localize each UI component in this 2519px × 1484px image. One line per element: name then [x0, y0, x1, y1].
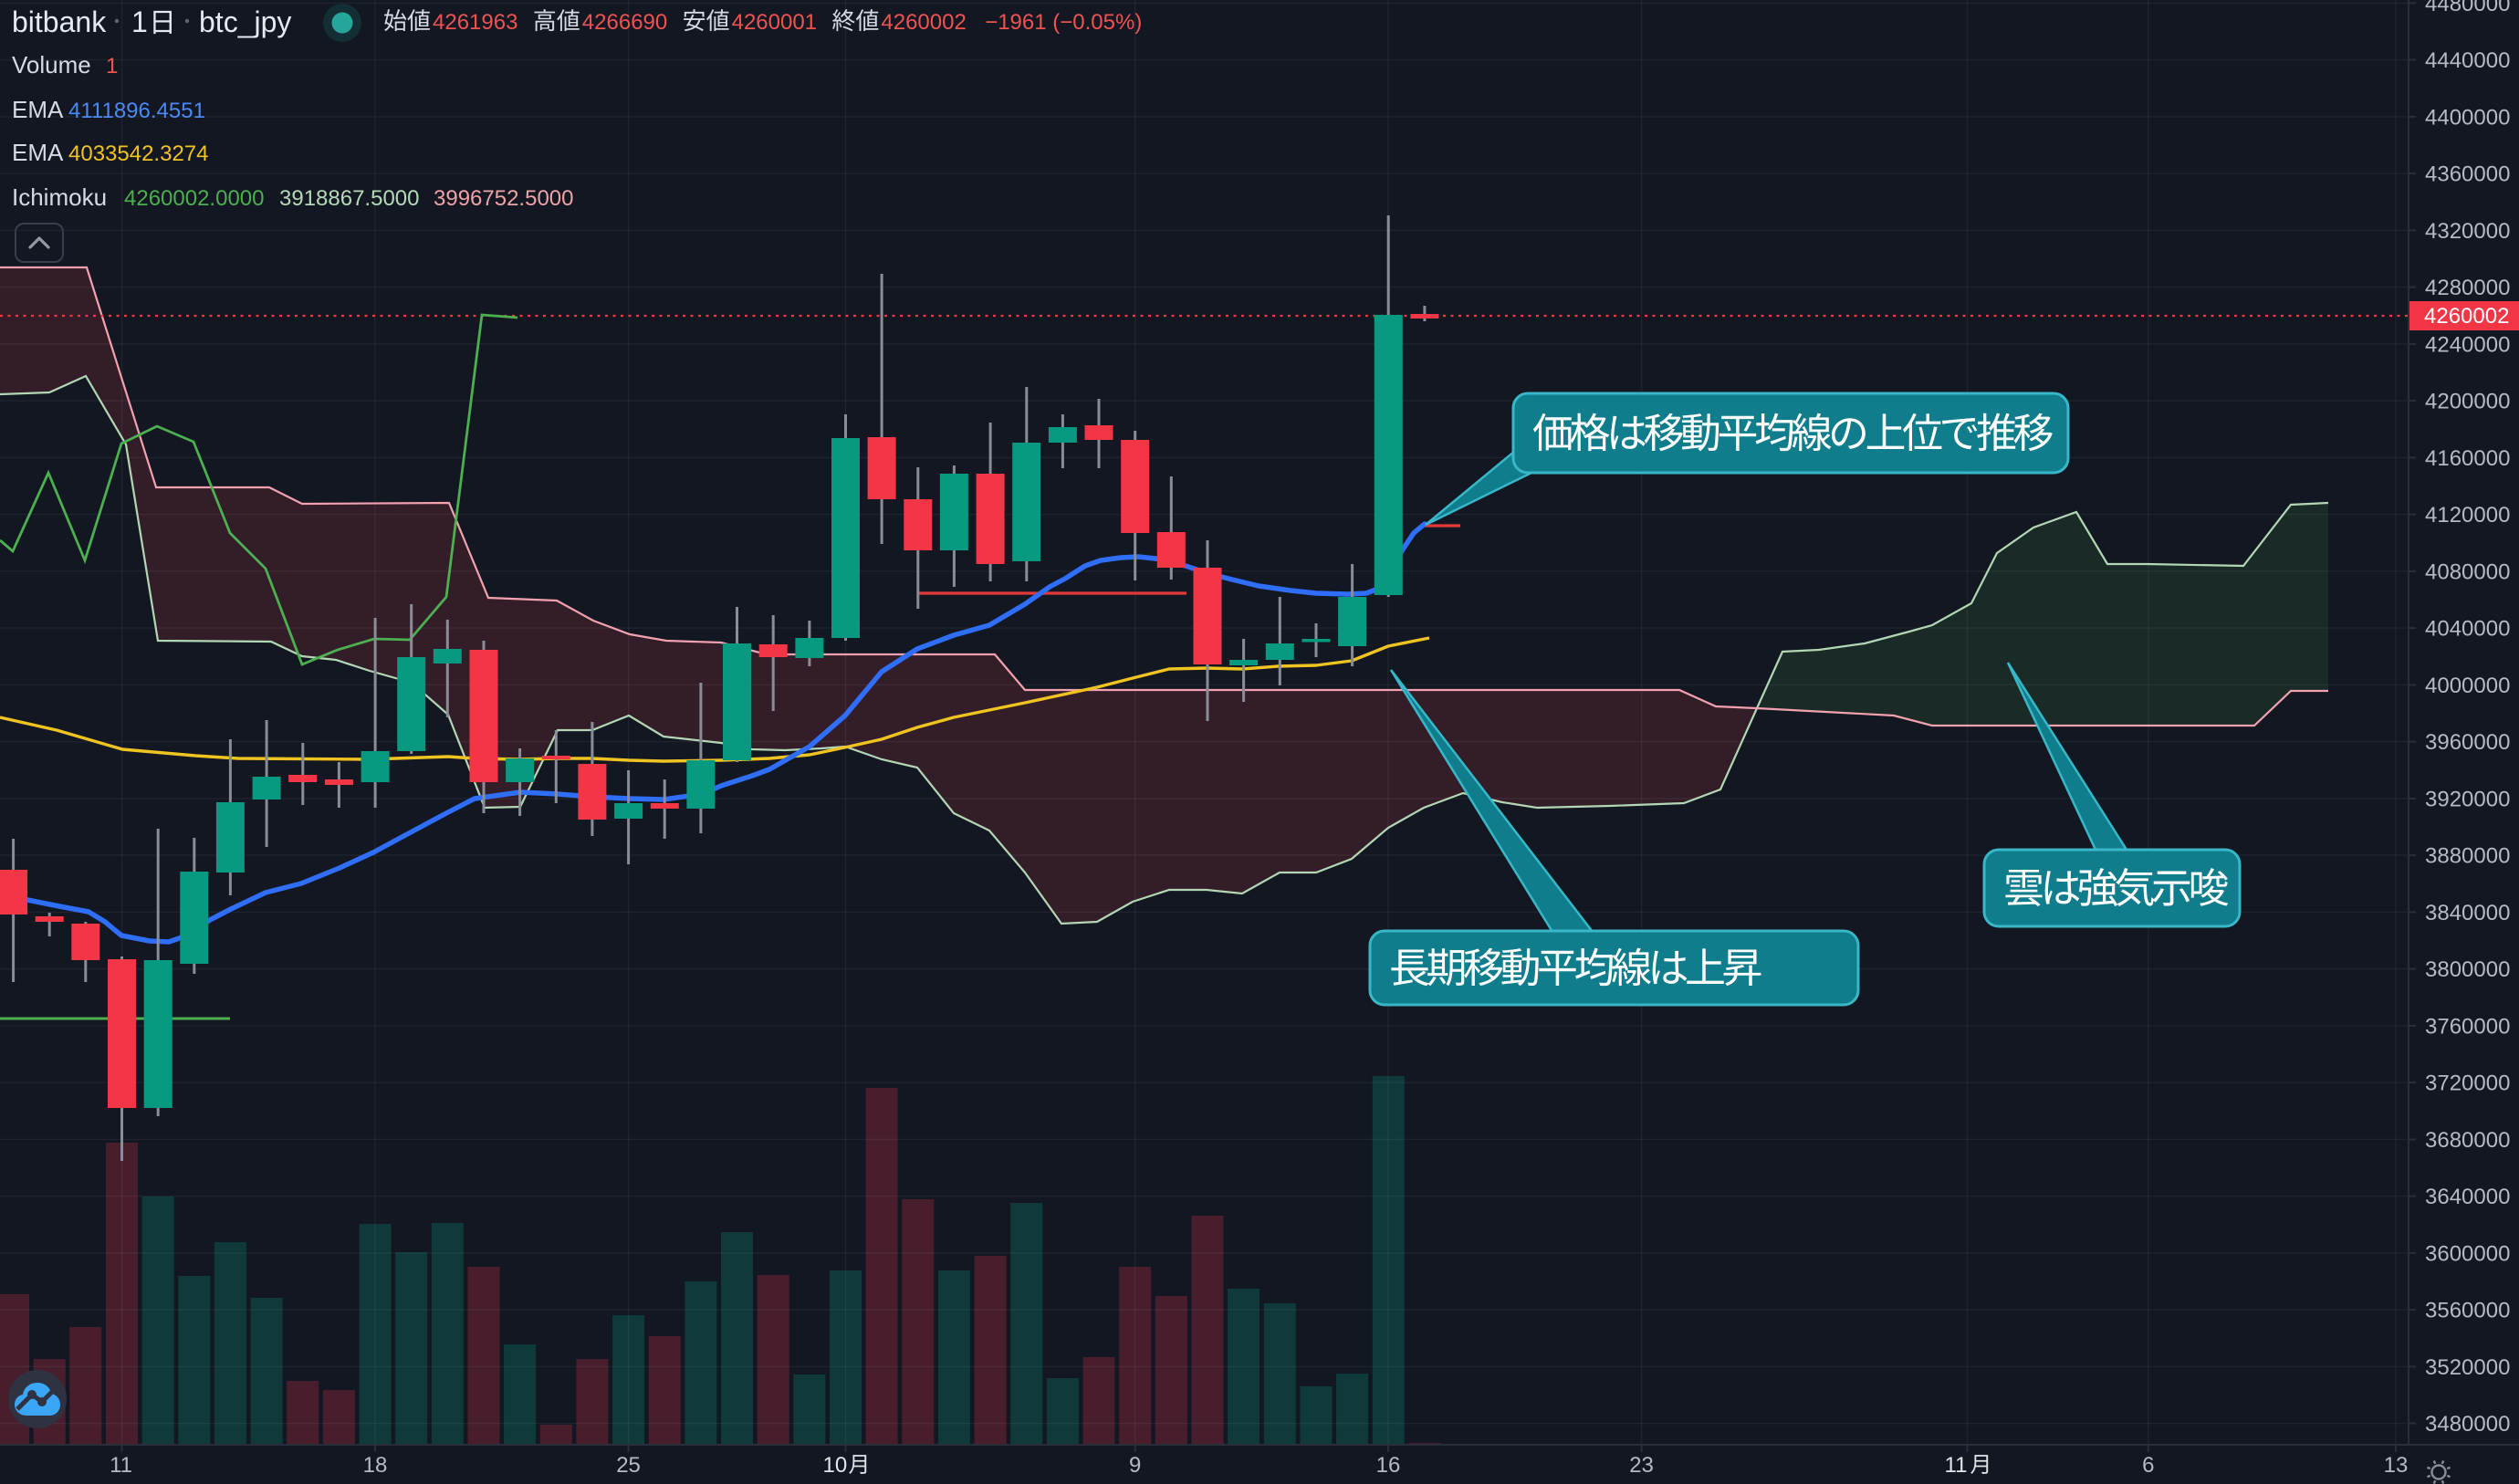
- svg-text:23: 23: [1629, 1453, 1654, 1478]
- svg-text:4260002: 4260002: [881, 10, 966, 35]
- svg-text:4040000: 4040000: [2425, 617, 2510, 642]
- svg-text:4320000: 4320000: [2425, 219, 2510, 244]
- svg-text:4160000: 4160000: [2425, 446, 2510, 471]
- svg-text:3996752.5000: 3996752.5000: [434, 186, 574, 211]
- svg-text:1: 1: [131, 5, 148, 38]
- svg-text:4440000: 4440000: [2425, 48, 2510, 73]
- svg-text:3640000: 3640000: [2425, 1185, 2510, 1209]
- svg-text:3840000: 3840000: [2425, 901, 2510, 925]
- svg-text:Volume: Volume: [12, 51, 91, 78]
- svg-text:4261963: 4261963: [433, 10, 517, 35]
- svg-text:4280000: 4280000: [2425, 276, 2510, 300]
- svg-text:6: 6: [2142, 1453, 2154, 1478]
- svg-text:4360000: 4360000: [2425, 162, 2510, 187]
- svg-text:4260002.0000: 4260002.0000: [124, 186, 265, 211]
- svg-text:3600000: 3600000: [2425, 1241, 2510, 1266]
- svg-text:EMA: EMA: [12, 139, 64, 166]
- svg-text:4200000: 4200000: [2425, 390, 2510, 414]
- svg-text:3520000: 3520000: [2425, 1355, 2510, 1380]
- svg-text:bitbank: bitbank: [12, 5, 107, 38]
- svg-text:10: 10: [823, 1453, 848, 1478]
- svg-text:4033542.3274: 4033542.3274: [68, 141, 209, 166]
- svg-text:1: 1: [106, 54, 118, 78]
- svg-text:3680000: 3680000: [2425, 1128, 2510, 1153]
- svg-text:11: 11: [110, 1453, 132, 1478]
- svg-text:4260001: 4260001: [732, 10, 817, 35]
- svg-text:4480000: 4480000: [2425, 0, 2510, 16]
- svg-text:3560000: 3560000: [2425, 1299, 2510, 1323]
- svg-text:3720000: 3720000: [2425, 1071, 2510, 1096]
- svg-text:4080000: 4080000: [2425, 559, 2510, 584]
- svg-text:16: 16: [1376, 1453, 1401, 1478]
- svg-text:3918867.5000: 3918867.5000: [279, 186, 420, 211]
- svg-text:4111896.4551: 4111896.4551: [68, 99, 205, 123]
- svg-text:4120000: 4120000: [2425, 503, 2510, 528]
- svg-text:4260002: 4260002: [2424, 304, 2509, 329]
- svg-text:4000000: 4000000: [2425, 674, 2510, 698]
- svg-text:4400000: 4400000: [2425, 105, 2510, 130]
- svg-text:EMA: EMA: [12, 96, 64, 123]
- svg-text:Ichimoku: Ichimoku: [12, 183, 107, 211]
- svg-text:3800000: 3800000: [2425, 957, 2510, 982]
- svg-text:25: 25: [616, 1453, 641, 1478]
- svg-text:4266690: 4266690: [582, 10, 667, 35]
- svg-text:3480000: 3480000: [2425, 1412, 2510, 1437]
- svg-text:−1961 (−0.05%): −1961 (−0.05%): [985, 10, 1142, 35]
- svg-text:9: 9: [1129, 1453, 1141, 1478]
- svg-text:3760000: 3760000: [2425, 1014, 2510, 1039]
- svg-text:11: 11: [1945, 1453, 1968, 1478]
- svg-text:18: 18: [363, 1453, 388, 1478]
- svg-text:3880000: 3880000: [2425, 844, 2510, 869]
- svg-text:3960000: 3960000: [2425, 730, 2510, 755]
- svg-text:3920000: 3920000: [2425, 787, 2510, 811]
- svg-text:13: 13: [2384, 1453, 2409, 1478]
- svg-text:btc_jpy: btc_jpy: [199, 5, 291, 38]
- svg-text:4240000: 4240000: [2425, 332, 2510, 357]
